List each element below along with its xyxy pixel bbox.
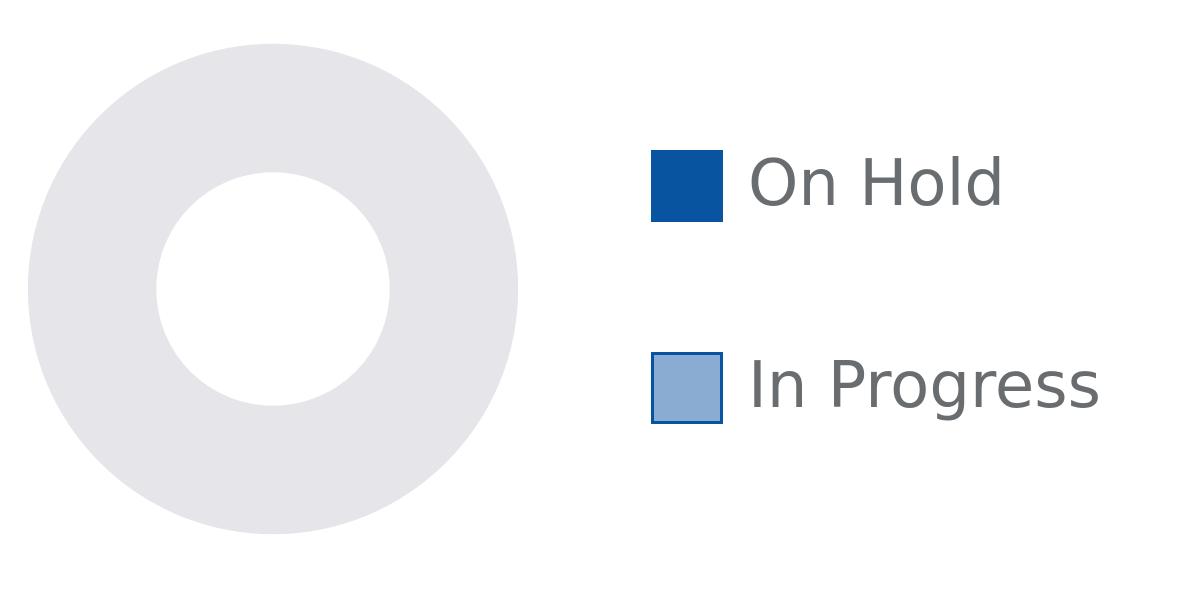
legend-swatch-in-progress xyxy=(651,352,723,424)
donut-empty-ring-half-2 xyxy=(27,43,274,535)
legend-label-on-hold: On Hold xyxy=(748,147,1005,221)
legend-swatch-on-hold xyxy=(651,150,723,222)
donut-empty-ring-half-1 xyxy=(272,43,519,535)
legend-label-in-progress: In Progress xyxy=(748,349,1101,423)
donut-slices xyxy=(27,43,519,535)
donut-chart xyxy=(27,43,519,535)
